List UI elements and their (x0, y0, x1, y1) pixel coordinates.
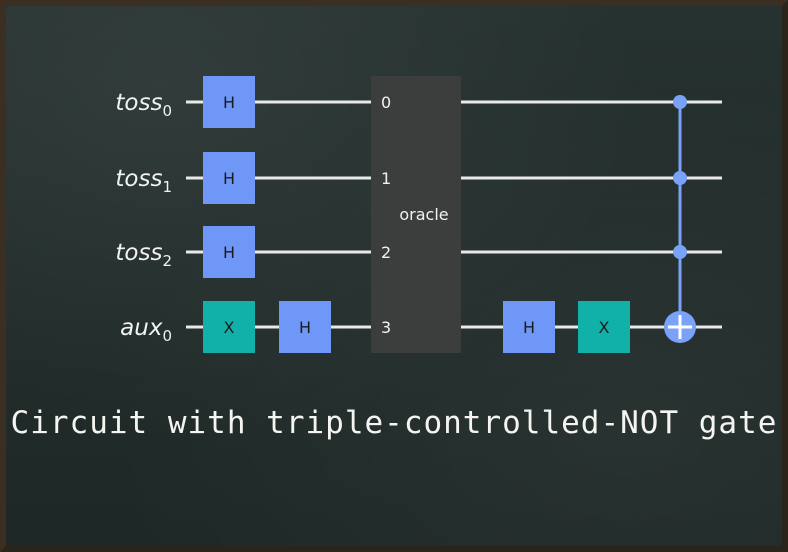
svg-text:X: X (599, 318, 610, 337)
oracle-gate: 0 1 2 3 oracle (371, 76, 461, 353)
oracle-port-3: 3 (381, 318, 391, 337)
svg-text:X: X (224, 318, 235, 337)
control-dot-icon (673, 95, 687, 109)
h-gate-aux0-second: H (503, 301, 555, 353)
qubit-label-aux0: aux0 (120, 315, 172, 345)
h-gate-toss2: H (203, 226, 255, 278)
svg-text:H: H (223, 169, 235, 188)
qubit-label-toss0: toss0 (115, 90, 172, 120)
control-dot-icon (673, 245, 687, 259)
caption: Circuit with triple-controlled-NOT gate (10, 405, 778, 441)
x-gate-aux0-first: X (203, 301, 255, 353)
svg-text:H: H (223, 243, 235, 262)
oracle-port-0: 0 (381, 93, 391, 112)
svg-text:H: H (299, 318, 311, 337)
oracle-port-2: 2 (381, 243, 391, 262)
x-gate-aux0-second: X (578, 301, 630, 353)
svg-text:H: H (523, 318, 535, 337)
control-dot-icon (673, 171, 687, 185)
h-gate-aux0-first: H (279, 301, 331, 353)
qubit-label-toss1: toss1 (115, 166, 172, 196)
triple-controlled-not-gate (664, 95, 696, 343)
svg-text:H: H (223, 93, 235, 112)
oracle-label: oracle (399, 205, 448, 224)
qubit-label-toss2: toss2 (115, 240, 172, 270)
h-gate-toss0: H (203, 76, 255, 128)
h-gate-toss1: H (203, 152, 255, 204)
oracle-port-1: 1 (381, 169, 391, 188)
target-plus-icon (664, 311, 696, 343)
